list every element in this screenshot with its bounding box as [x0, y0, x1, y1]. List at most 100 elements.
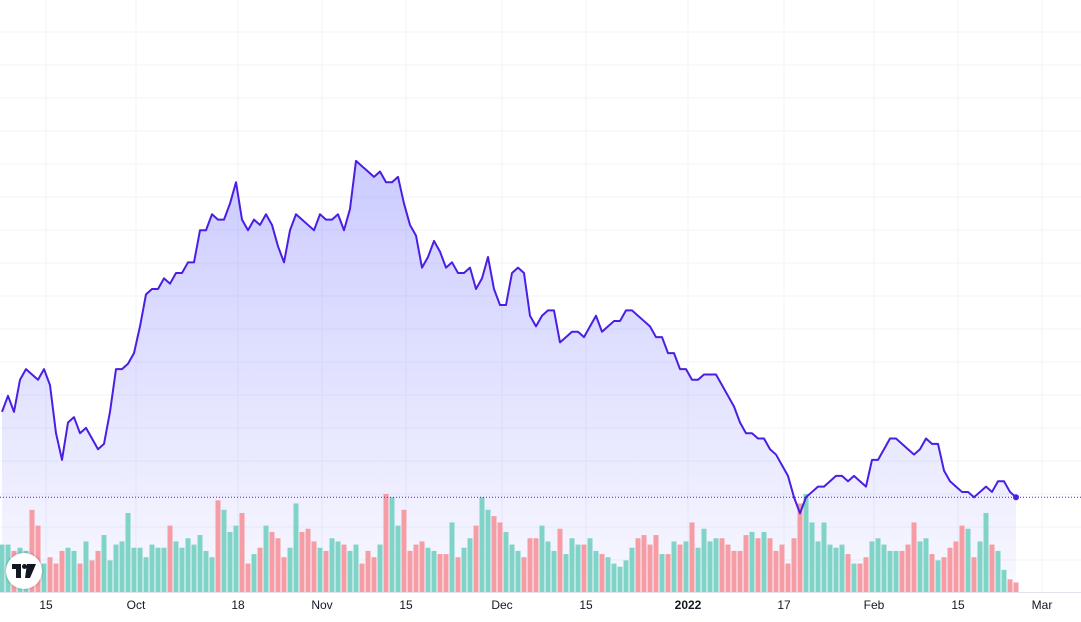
volume-bar	[521, 557, 527, 592]
volume-bar	[239, 512, 245, 592]
volume-bar	[221, 509, 227, 592]
volume-bar	[77, 563, 83, 592]
volume-bar	[539, 525, 545, 592]
x-tick-label: Feb	[864, 598, 885, 612]
volume-bar	[293, 503, 299, 592]
volume-bar	[143, 557, 149, 592]
volume-bar	[887, 550, 893, 592]
volume-bar	[623, 560, 629, 592]
volume-bar	[545, 541, 551, 592]
volume-bar	[965, 528, 971, 592]
volume-bar	[893, 550, 899, 592]
volume-bar	[149, 544, 155, 592]
volume-bar	[653, 535, 659, 592]
volume-bar	[659, 554, 665, 592]
volume-bar	[395, 525, 401, 592]
volume-bar	[953, 541, 959, 592]
volume-bar	[857, 563, 863, 592]
volume-bar	[305, 528, 311, 592]
volume-bar	[125, 512, 131, 592]
volume-bar	[131, 547, 137, 592]
volume-bar	[557, 528, 563, 592]
tradingview-logo-icon[interactable]	[6, 553, 42, 589]
volume-bar	[665, 554, 671, 592]
volume-bar	[791, 538, 797, 592]
volume-bar	[347, 550, 353, 592]
volume-bar	[899, 550, 905, 592]
volume-bar	[407, 550, 413, 592]
volume-bar	[911, 522, 917, 592]
volume-bar	[989, 544, 995, 592]
volume-bar	[155, 547, 161, 592]
volume-bar	[137, 547, 143, 592]
volume-bar	[743, 535, 749, 592]
volume-bar	[101, 535, 107, 592]
volume-bar	[851, 563, 857, 592]
volume-bar	[383, 494, 389, 592]
volume-bar	[701, 528, 707, 592]
volume-bar	[215, 500, 221, 592]
volume-bar	[1013, 582, 1019, 592]
volume-bar	[821, 522, 827, 592]
volume-bar	[371, 557, 377, 592]
volume-bar	[191, 544, 197, 592]
volume-bar	[1007, 579, 1013, 592]
volume-bar	[209, 557, 215, 592]
volume-bar	[41, 563, 47, 592]
volume-bar	[245, 563, 251, 592]
volume-bar	[83, 541, 89, 592]
volume-bar	[569, 538, 575, 592]
volume-bar	[863, 557, 869, 592]
volume-bar	[197, 535, 203, 592]
volume-bar	[179, 547, 185, 592]
volume-bar	[725, 544, 731, 592]
volume-bar	[65, 547, 71, 592]
volume-bar	[773, 550, 779, 592]
volume-bar	[107, 560, 113, 592]
volume-bar	[755, 538, 761, 592]
x-tick-label: 17	[777, 598, 791, 612]
volume-bar	[455, 557, 461, 592]
volume-bar	[605, 557, 611, 592]
volume-bar	[389, 497, 395, 592]
volume-bar	[527, 538, 533, 592]
volume-bar	[167, 525, 173, 592]
volume-bar	[551, 550, 557, 592]
volume-bar	[617, 566, 623, 592]
volume-bar	[611, 563, 617, 592]
x-tick-label: 2022	[675, 598, 702, 612]
volume-bar	[839, 544, 845, 592]
tv-mark-icon	[12, 564, 36, 578]
volume-bar	[29, 509, 35, 592]
volume-bar	[479, 497, 485, 592]
volume-bar	[845, 554, 851, 592]
volume-bar	[47, 557, 53, 592]
volume-bar	[935, 560, 941, 592]
x-tick-label: 15	[39, 598, 53, 612]
volume-bar	[803, 494, 809, 592]
volume-bar	[599, 554, 605, 592]
volume-bar	[473, 525, 479, 592]
price-line	[1, 159, 1017, 515]
volume-bar	[353, 544, 359, 592]
volume-bar	[587, 538, 593, 592]
volume-bar	[377, 544, 383, 592]
last-price-marker	[1013, 494, 1019, 501]
volume-bar	[1001, 569, 1007, 592]
volume-bar	[53, 563, 59, 592]
volume-bar	[581, 544, 587, 592]
volume-bar	[419, 541, 425, 592]
volume-bar	[563, 554, 569, 592]
volume-bar	[809, 522, 815, 592]
volume-bar	[269, 531, 275, 592]
volume-bar	[503, 531, 509, 592]
volume-bar	[365, 550, 371, 592]
volume-bar	[827, 544, 833, 592]
x-tick-label: 15	[399, 598, 413, 612]
volume-bar	[497, 522, 503, 592]
volume-bar	[203, 550, 209, 592]
volume-bar	[299, 531, 305, 592]
volume-bar	[677, 544, 683, 592]
